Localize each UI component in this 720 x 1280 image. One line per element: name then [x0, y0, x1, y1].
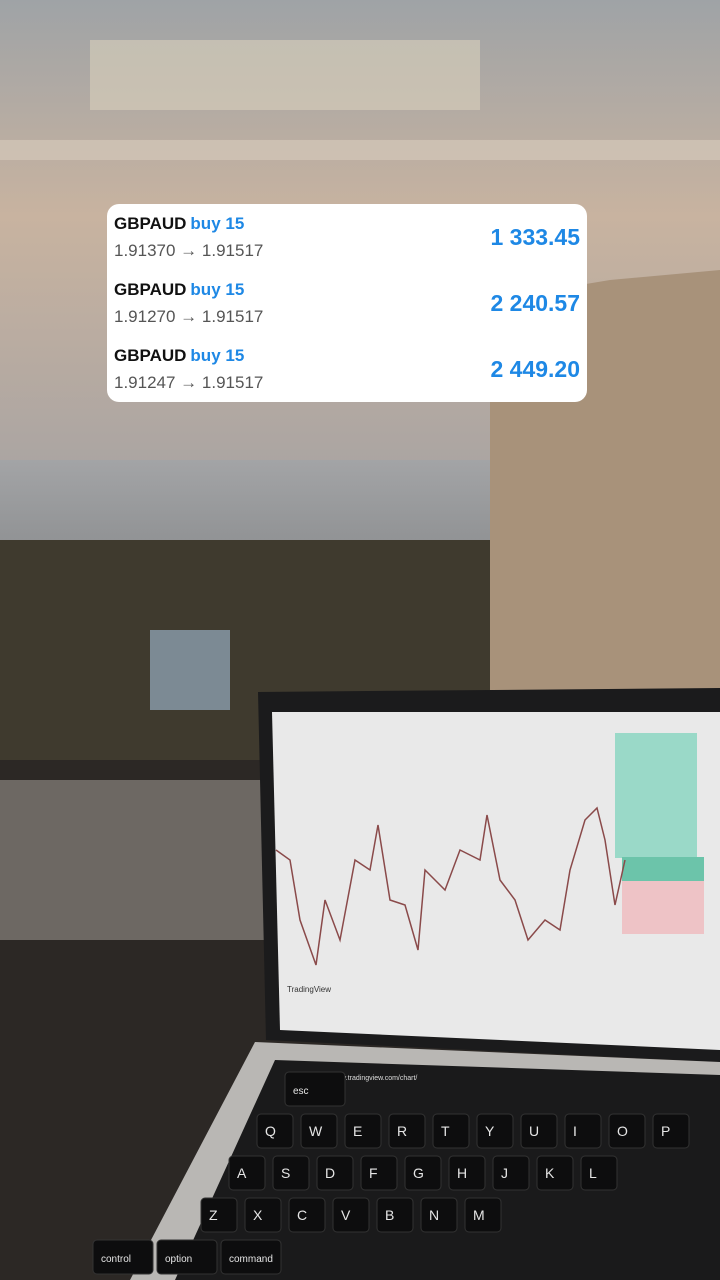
key-label: Z — [209, 1207, 218, 1223]
key — [448, 1155, 486, 1191]
profit: 1 333.45 — [490, 224, 580, 250]
key-label: S — [281, 1165, 290, 1181]
key-label: K — [545, 1165, 555, 1181]
key — [360, 1155, 398, 1191]
trade-card: GBPAUD buy 15 1.91370 → 1.91517 1 333.45 GBP… — [107, 204, 587, 402]
ceiling-reflection — [0, 140, 720, 160]
prices: 1.91247 → 1.91517 — [114, 373, 264, 392]
key-label: E — [353, 1123, 362, 1139]
key-label: Q — [265, 1123, 276, 1139]
key-label: U — [529, 1123, 539, 1139]
key-label: N — [429, 1207, 439, 1223]
key — [564, 1113, 602, 1149]
prices: 1.91370 → 1.91517 — [114, 241, 264, 260]
price-line — [275, 806, 626, 966]
key-label: option — [165, 1254, 192, 1265]
side: buy 15 — [190, 280, 245, 299]
key — [420, 1197, 458, 1233]
symbol: GBPAUD buy 15 — [114, 346, 245, 365]
key — [580, 1155, 618, 1191]
key — [228, 1155, 266, 1191]
chart-logo: TradingView — [287, 985, 331, 994]
key-label: F — [369, 1165, 378, 1181]
key-label: V — [341, 1207, 351, 1223]
key — [256, 1113, 294, 1149]
key — [492, 1155, 530, 1191]
key — [536, 1155, 574, 1191]
key-label: W — [309, 1123, 323, 1139]
laptop-screen — [272, 712, 720, 1050]
key-label: control — [101, 1254, 131, 1265]
symbol: GBPAUD buy 15 — [114, 214, 245, 233]
key-label: I — [573, 1123, 577, 1139]
key — [344, 1113, 382, 1149]
key-label: D — [325, 1165, 335, 1181]
key-label: B — [385, 1207, 394, 1223]
side: buy 15 — [190, 346, 245, 365]
key — [244, 1197, 282, 1233]
key-label: H — [457, 1165, 467, 1181]
key-label: T — [441, 1123, 450, 1139]
key — [316, 1155, 354, 1191]
profit: 2 240.57 — [490, 290, 580, 316]
prices: 1.91270 → 1.91517 — [114, 307, 264, 326]
side: buy 15 — [190, 214, 245, 233]
key — [464, 1197, 502, 1233]
key — [432, 1113, 470, 1149]
key — [376, 1197, 414, 1233]
key — [288, 1197, 326, 1233]
key — [300, 1113, 338, 1149]
key-label: O — [617, 1123, 628, 1139]
key — [284, 1071, 346, 1107]
window-ledge — [0, 780, 270, 940]
key-label: esc — [293, 1086, 309, 1097]
key-label: J — [501, 1165, 508, 1181]
chandelier-reflection — [90, 40, 480, 110]
key-label: L — [589, 1165, 597, 1181]
key-label: R — [397, 1123, 407, 1139]
key-label: C — [297, 1207, 307, 1223]
entry-zone — [622, 857, 704, 882]
key-label: P — [661, 1123, 670, 1139]
key — [388, 1113, 426, 1149]
key — [332, 1197, 370, 1233]
key — [272, 1155, 310, 1191]
key-label: A — [237, 1165, 247, 1181]
key-label: command — [229, 1254, 273, 1265]
key — [156, 1239, 218, 1275]
take-profit-zone — [615, 733, 697, 858]
url-bar: https://www.tradingview.com/chart/ — [310, 1075, 417, 1082]
profit: 2 449.20 — [490, 356, 580, 382]
key — [476, 1113, 514, 1149]
key — [92, 1239, 154, 1275]
key-label: X — [253, 1207, 263, 1223]
key — [652, 1113, 690, 1149]
trade-row: GBPAUD buy 15 1.91247 → 1.91517 2 449.20 — [114, 336, 580, 402]
key-label: M — [473, 1207, 485, 1223]
stop-loss-zone — [622, 881, 704, 934]
key — [220, 1239, 282, 1275]
key — [200, 1197, 238, 1233]
key — [404, 1155, 442, 1191]
symbol: GBPAUD buy 15 — [114, 280, 245, 299]
trade-row: GBPAUD buy 15 1.91370 → 1.91517 1 333.45 — [114, 204, 580, 270]
key-label: G — [413, 1165, 424, 1181]
key-label: Y — [485, 1123, 495, 1139]
pool — [150, 630, 230, 710]
trade-row: GBPAUD buy 15 1.91270 → 1.91517 2 240.57 — [114, 270, 580, 336]
key — [520, 1113, 558, 1149]
key — [608, 1113, 646, 1149]
